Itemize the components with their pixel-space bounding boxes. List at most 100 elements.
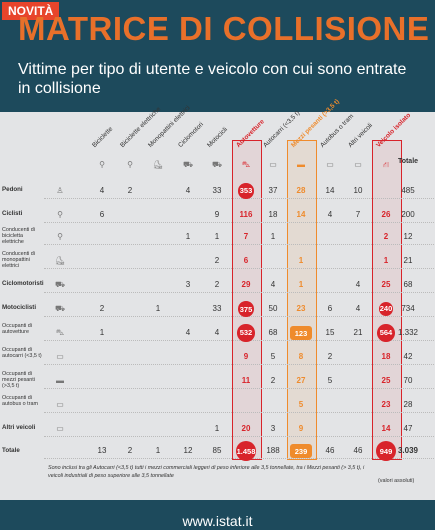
row-separator — [44, 244, 434, 245]
row-total: 42 — [403, 352, 413, 361]
value-bubble: 123 — [290, 326, 312, 340]
matrix-cell: 50 — [268, 304, 278, 313]
value-bubble: 353 — [238, 183, 254, 199]
matrix-cell: 1 — [298, 256, 304, 265]
ebike-icon: ⚲ — [57, 232, 63, 241]
matrix-cell: 1 — [298, 280, 304, 289]
matrix-cell: 25 — [381, 376, 391, 385]
moped-icon: ⛟ — [182, 160, 194, 169]
matrix-cell: 8 — [298, 352, 304, 361]
motorcycle-icon: ⛟ — [54, 304, 66, 313]
matrix-cell: 11 — [241, 376, 251, 385]
matrix-cell: 7 — [243, 232, 249, 241]
row-label: Occupanti di mezzi pesanti (>3,5 t) — [2, 371, 35, 389]
matrix-cell: 14 — [296, 210, 306, 219]
van-icon: ▭ — [56, 352, 64, 361]
grand-total: 3.039 — [397, 446, 419, 455]
row-separator — [44, 436, 434, 437]
other-vehicle-icon: ▭ — [354, 160, 362, 169]
row-total: 21 — [403, 256, 413, 265]
matrix-cell: 20 — [241, 424, 251, 433]
matrix-cell: 23 — [381, 400, 391, 409]
matrix-cell: 4 — [214, 328, 220, 337]
value-bubble: 375 — [238, 301, 254, 317]
row-total: 28 — [403, 400, 413, 409]
total-column-header: Totale — [397, 158, 419, 165]
car-icon: ⛍ — [241, 160, 251, 169]
matrix-cell: 7 — [355, 210, 361, 219]
matrix-cell: 1 — [99, 328, 105, 337]
matrix-cell: 1 — [155, 304, 161, 313]
unit-note: (valori assoluti) — [378, 478, 415, 484]
matrix-cell: 18 — [268, 210, 278, 219]
matrix-cell: 2 — [127, 186, 133, 195]
matrix-cell: 4 — [355, 280, 361, 289]
matrix-cell: 85 — [212, 446, 222, 455]
matrix-cell: 188 — [266, 446, 280, 455]
matrix-cell: 46 — [325, 446, 335, 455]
value-bubble: 240 — [378, 301, 394, 317]
car-icon: ⛍ — [55, 328, 65, 337]
column-highlight-band — [287, 140, 317, 460]
matrix-cell: 1 — [214, 232, 220, 241]
motorcycle-icon: ⛟ — [211, 160, 223, 169]
row-total: 1.332 — [397, 328, 419, 337]
matrix-cell: 26 — [381, 210, 391, 219]
row-separator — [44, 198, 434, 199]
row-label: Motociclisti — [2, 304, 37, 311]
matrix-cell: 33 — [212, 186, 222, 195]
truck-icon: ▬ — [297, 160, 305, 169]
row-total: 70 — [403, 376, 413, 385]
moped-icon: ⛟ — [54, 280, 66, 289]
bicycle-icon: ⚲ — [57, 210, 63, 219]
column-highlight-band — [372, 140, 402, 460]
matrix-panel — [0, 112, 435, 500]
value-bubble: 532 — [237, 324, 255, 342]
footer-url[interactable]: www.istat.it — [182, 513, 253, 529]
matrix-cell: 4 — [270, 280, 276, 289]
matrix-cell: 18 — [381, 352, 391, 361]
matrix-cell: 1 — [214, 424, 220, 433]
matrix-cell: 13 — [97, 446, 107, 455]
ebike-icon: ⚲ — [127, 160, 133, 169]
matrix-cell: 33 — [212, 304, 222, 313]
matrix-cell: 9 — [243, 352, 249, 361]
row-separator — [44, 364, 434, 365]
row-label: Occupanti di autovetture — [2, 323, 32, 335]
matrix-cell: 2 — [214, 256, 220, 265]
row-separator — [44, 388, 434, 389]
matrix-cell: 68 — [268, 328, 278, 337]
row-separator — [44, 222, 434, 223]
matrix-cell: 10 — [353, 186, 363, 195]
pedestrian-icon: ♙ — [56, 186, 64, 195]
bus-icon: ▭ — [56, 400, 64, 409]
matrix-cell: 28 — [296, 186, 306, 195]
row-label: Altri veicoli — [2, 424, 36, 431]
matrix-cell: 12 — [183, 446, 193, 455]
matrix-cell: 29 — [241, 280, 251, 289]
other-vehicle-icon: ▭ — [56, 424, 64, 433]
matrix-cell: 2 — [214, 280, 220, 289]
bus-icon: ▭ — [326, 160, 334, 169]
matrix-cell: 116 — [239, 210, 253, 219]
matrix-cell: 25 — [381, 280, 391, 289]
matrix-cell: 21 — [353, 328, 363, 337]
row-total: 200 — [401, 210, 415, 219]
value-bubble: 949 — [376, 441, 396, 461]
footnote: Sono inclusi tra gli Autocarri (<3,5 t) … — [48, 465, 365, 479]
scooter-icon: ⛸ — [152, 160, 164, 169]
matrix-cell: 14 — [381, 424, 391, 433]
row-label: Ciclomotoristi — [2, 280, 44, 287]
truck-icon: ▬ — [56, 376, 64, 385]
row-separator — [44, 412, 434, 413]
matrix-cell: 37 — [268, 186, 278, 195]
matrix-cell: 1 — [270, 232, 276, 241]
row-total: 734 — [401, 304, 415, 313]
row-separator — [44, 316, 434, 317]
matrix-cell: 4 — [99, 186, 105, 195]
matrix-cell: 2 — [270, 376, 276, 385]
matrix-cell: 4 — [185, 328, 191, 337]
matrix-cell: 46 — [353, 446, 363, 455]
matrix-cell: 3 — [270, 424, 276, 433]
value-bubble: 1.458 — [236, 441, 256, 461]
